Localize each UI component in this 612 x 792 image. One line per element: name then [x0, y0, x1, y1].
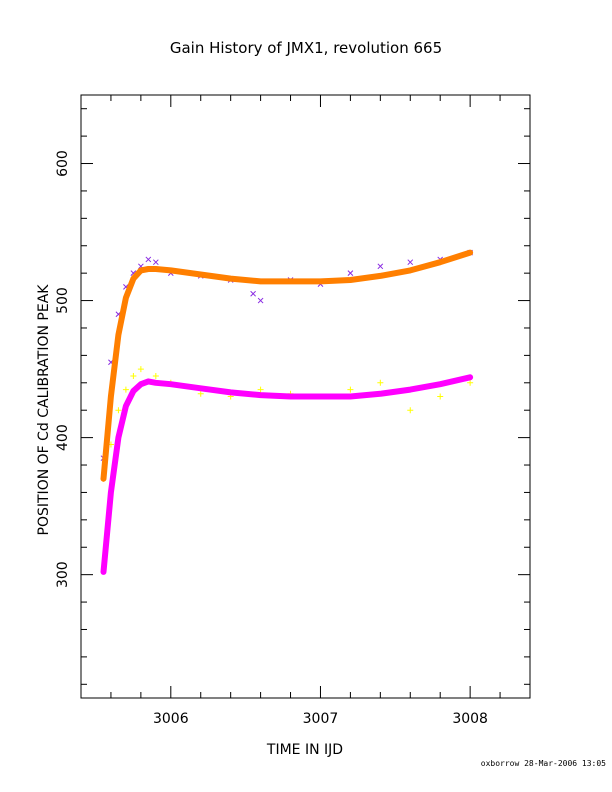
chart-title: Gain History of JMX1, revolution 665 [170, 39, 442, 57]
data-point-x [377, 263, 384, 270]
x-tick-label: 3008 [452, 711, 488, 727]
data-point-dot [198, 385, 204, 391]
data-point-dot [138, 267, 144, 273]
data-point-dot [288, 278, 294, 284]
data-point-dot [317, 278, 323, 284]
data-point-dot [198, 272, 204, 278]
data-point-plus [130, 372, 137, 379]
data-point-dot [145, 378, 151, 384]
y-tick-label: 500 [55, 287, 71, 314]
data-point-x [407, 259, 414, 266]
data-point-dot [168, 267, 174, 273]
data-point-plus [377, 379, 384, 386]
data-point-dot [377, 391, 383, 397]
data-point-dot [258, 392, 264, 398]
series-2 [100, 249, 474, 482]
data-point-dot [100, 476, 106, 482]
data-point-dot [317, 394, 323, 399]
data-point-x [257, 297, 264, 304]
data-point-dot [108, 489, 114, 495]
data-point-dot [347, 277, 353, 283]
y-tick-label: 600 [55, 150, 71, 177]
fit-curve-2 [100, 249, 474, 482]
data-point-dot [407, 267, 413, 273]
y-tick-label: 300 [55, 561, 71, 588]
data-point-plus [122, 386, 129, 393]
series-3 [100, 374, 474, 575]
data-point-dot [130, 388, 136, 394]
data-point-plus [437, 393, 444, 400]
data-point-x [250, 290, 256, 297]
plot-frame [80, 94, 531, 699]
data-point-dot [130, 276, 136, 282]
x-tick-label: 3006 [153, 711, 189, 727]
data-point-plus [467, 379, 474, 386]
data-point-x [347, 270, 354, 277]
data-point-plus [197, 390, 204, 397]
data-point-dot [115, 435, 121, 441]
data-point-x [152, 259, 159, 266]
data-point-plus [152, 372, 159, 379]
tick-labels: 3006 3007 3008 300 400 500 600 [55, 150, 488, 727]
data-marks [100, 249, 474, 575]
data-point-dot [138, 381, 144, 387]
data-point-dot [437, 381, 443, 387]
y-tick-label: 400 [55, 424, 71, 451]
fit-curve-3 [100, 374, 474, 575]
data-point-dot [108, 394, 114, 399]
data-point-dot [228, 389, 234, 395]
data-point-dot [115, 332, 121, 338]
data-point-dot [168, 381, 174, 387]
y-axis-label: POSITION OF Cd CALIBRATION PEAK [36, 284, 52, 536]
data-point-dot [437, 259, 443, 265]
data-point-dot [258, 278, 264, 284]
footer-timestamp: oxborrow 28-Mar-2006 13:05 [481, 759, 606, 768]
data-point-dot [288, 394, 294, 399]
data-point-dot [228, 276, 234, 282]
data-point-plus [407, 407, 414, 414]
data-point-dot [467, 374, 473, 380]
x-tick-label: 3007 [303, 711, 339, 727]
data-point-dot [347, 394, 353, 399]
data-point-dot [145, 266, 151, 272]
axis-ticks [80, 95, 531, 698]
data-point-dot [123, 295, 129, 301]
data-point-x [145, 256, 152, 263]
data-point-dot [153, 380, 159, 386]
data-point-plus [137, 366, 144, 373]
data-point-dot [100, 569, 106, 575]
data-point-plus [115, 407, 122, 414]
data-point-plus [347, 386, 354, 393]
data-point-dot [123, 403, 129, 409]
data-point-dot [153, 266, 159, 272]
x-axis-label: TIME IN IJD [266, 742, 343, 758]
data-point-dot [377, 273, 383, 279]
data-point-dot [467, 250, 473, 256]
data-point-dot [407, 387, 413, 393]
data-point-plus [257, 386, 264, 393]
